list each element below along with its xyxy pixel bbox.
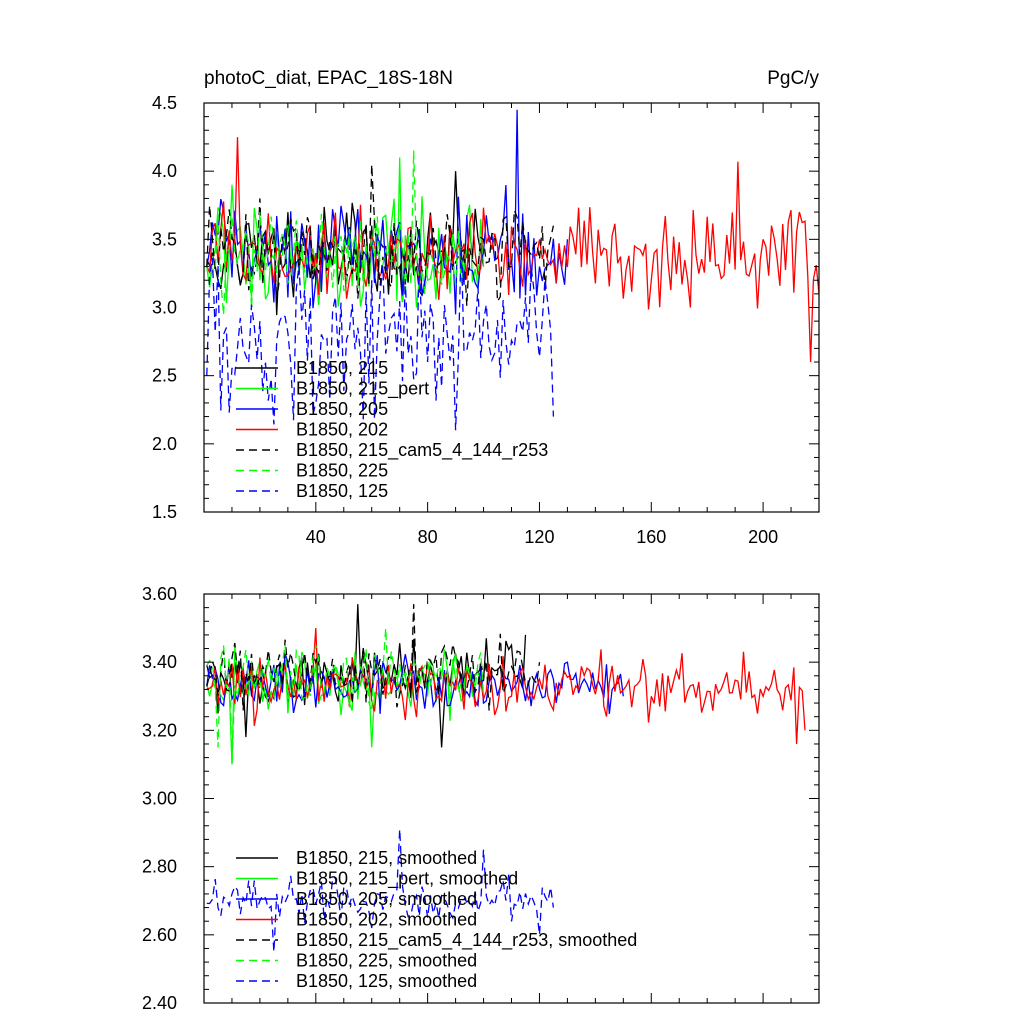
legend-label: B1850, 125 [296, 481, 388, 501]
legend-label: B1850, 215_pert, smoothed [296, 869, 518, 890]
series-line [206, 829, 555, 952]
x-tick-label: 200 [748, 527, 778, 547]
bottom-panel: 2.40 2.60 2.80 3.00 3.20 3.40 3.60 B1850, 215, … [142, 584, 820, 1013]
y-tick-label: 3.40 [142, 652, 177, 672]
y-tick-label: 3.00 [142, 789, 177, 809]
legend-label: B1850, 205 [296, 399, 388, 419]
legend-label: B1850, 215_pert [296, 379, 429, 400]
series-line [206, 653, 624, 714]
y-tick-label: 2.40 [142, 993, 177, 1013]
series-line [206, 628, 485, 765]
legend-label: B1850, 202, smoothed [296, 910, 477, 930]
series-group [206, 109, 819, 431]
series-line [206, 240, 555, 431]
y-tick-label: 1.5 [152, 502, 177, 522]
legend-label: B1850, 225 [296, 461, 388, 481]
top-title-right: PgC/y [767, 68, 819, 89]
x-tick-label: 120 [524, 527, 554, 547]
y-tick-label: 2.80 [142, 857, 177, 877]
y-tick-label: 4.0 [152, 161, 177, 181]
series-line [206, 164, 555, 307]
legend-label: B1850, 205, smoothed [296, 889, 477, 909]
legend-label: B1850, 215, smoothed [296, 848, 477, 868]
x-tick-label: 40 [306, 527, 326, 547]
top-panel: photoC_diat, EPAC_18S-18N PgC/y 1.5 2.0 2.… [152, 68, 820, 547]
y-tick-label: 3.5 [152, 229, 177, 249]
legend-label: B1850, 125, smoothed [296, 971, 477, 991]
y-tick-label: 2.60 [142, 925, 177, 945]
y-tick-label: 2.5 [152, 366, 177, 386]
legend-label: B1850, 225, smoothed [296, 951, 477, 971]
series-line [206, 150, 471, 315]
y-tick-label: 3.20 [142, 720, 177, 740]
legend-label: B1850, 215_cam5_4_144_r253, smoothed [296, 930, 637, 951]
y-tick-label: 3.60 [142, 584, 177, 604]
legend-label: B1850, 215_cam5_4_144_r253 [296, 440, 548, 461]
x-tick-label: 160 [636, 527, 666, 547]
legend-label: B1850, 215 [296, 358, 388, 378]
legend-label: B1850, 202 [296, 420, 388, 440]
y-tick-label: 4.5 [152, 93, 177, 113]
top-title-left: photoC_diat, EPAC_18S-18N [204, 68, 453, 89]
y-tick-label: 2.0 [152, 434, 177, 454]
x-tick-label: 80 [418, 527, 438, 547]
series-group [206, 604, 806, 952]
y-tick-label: 3.0 [152, 298, 177, 318]
